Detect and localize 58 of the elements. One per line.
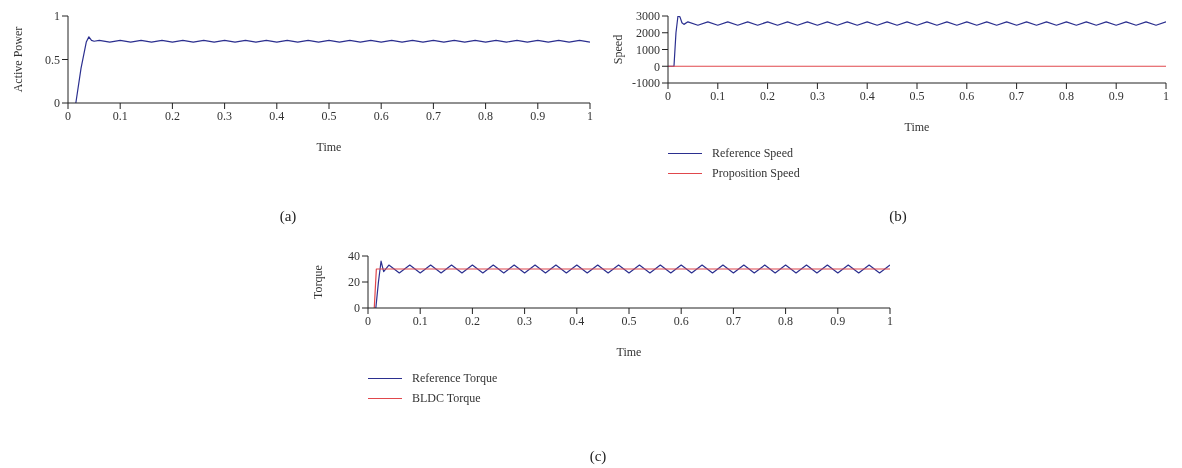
x-tick-label: 0.8 (778, 313, 794, 328)
x-tick-label: 0.1 (412, 313, 428, 328)
x-tick-label: 0.9 (530, 108, 546, 123)
x-tick-label: 0.5 (321, 108, 337, 123)
x-tick-label: 0.8 (1058, 88, 1074, 103)
x-tick-label: 0.5 (909, 88, 925, 103)
x-tick-label: 0.6 (373, 108, 389, 123)
text: (b) (888, 208, 908, 225)
x-tick-label: 0.7 (1009, 88, 1025, 103)
legend-label: BLDC Torque (412, 390, 481, 407)
x-axis-title: Time (616, 345, 642, 359)
x-tick-label: 1 (587, 108, 593, 123)
text: (a) (278, 208, 298, 225)
text: (c) (588, 448, 608, 465)
x-tick-label: 0.5 (621, 313, 637, 328)
x-tick-label: 0.3 (517, 313, 533, 328)
y-tick-label: 20 (348, 275, 360, 290)
x-tick-label: 1 (887, 313, 893, 328)
y-tick-label: 1 (54, 9, 60, 24)
x-tick-label: 0.2 (164, 108, 180, 123)
line-series (75, 36, 590, 103)
x-tick-label: 0.3 (217, 108, 233, 123)
x-tick-label: 0 (65, 108, 71, 123)
x-tick-label: 0.8 (478, 108, 494, 123)
x-tick-label: 0.2 (760, 88, 776, 103)
y-tick-label: 40 (348, 249, 360, 264)
y-tick-label: 1000 (636, 42, 660, 57)
x-tick-label: 0.6 (673, 313, 689, 328)
x-tick-label: 0.4 (859, 88, 875, 103)
x-tick-label: 0.7 (425, 108, 441, 123)
legend-label: Reference Torque (412, 370, 498, 387)
line-series (375, 260, 890, 308)
x-tick-label: 0.9 (1108, 88, 1124, 103)
x-tick-label: 0.4 (569, 313, 585, 328)
y-tick-label: 0.5 (45, 52, 60, 67)
y-axis-title: Active Power (11, 26, 26, 93)
x-tick-label: 0.7 (725, 313, 741, 328)
x-tick-label: 0 (665, 88, 671, 103)
x-tick-label: 0.2 (464, 313, 480, 328)
x-tick-label: 0.1 (112, 108, 128, 123)
x-tick-label: 1 (1163, 88, 1169, 103)
x-tick-label: 0.6 (959, 88, 975, 103)
x-axis-title: Time (316, 140, 342, 154)
y-tick-label: -1000 (632, 76, 660, 91)
y-tick-label: 0 (654, 59, 660, 74)
x-tick-label: 0.1 (710, 88, 726, 103)
y-tick-label: 2000 (636, 26, 660, 41)
y-axis-title: Speed (611, 34, 626, 65)
y-tick-label: 3000 (636, 9, 660, 24)
y-tick-label: 0 (354, 301, 360, 316)
legend-label: Reference Speed (712, 145, 793, 162)
x-tick-label: 0.4 (269, 108, 285, 123)
x-tick-label: 0.3 (809, 88, 825, 103)
x-axis-title: Time (904, 120, 930, 134)
legend-label: Proposition Speed (712, 165, 800, 182)
x-tick-label: 0.9 (830, 313, 846, 328)
x-tick-label: 0 (365, 313, 371, 328)
y-axis-title: Torque (311, 265, 326, 299)
